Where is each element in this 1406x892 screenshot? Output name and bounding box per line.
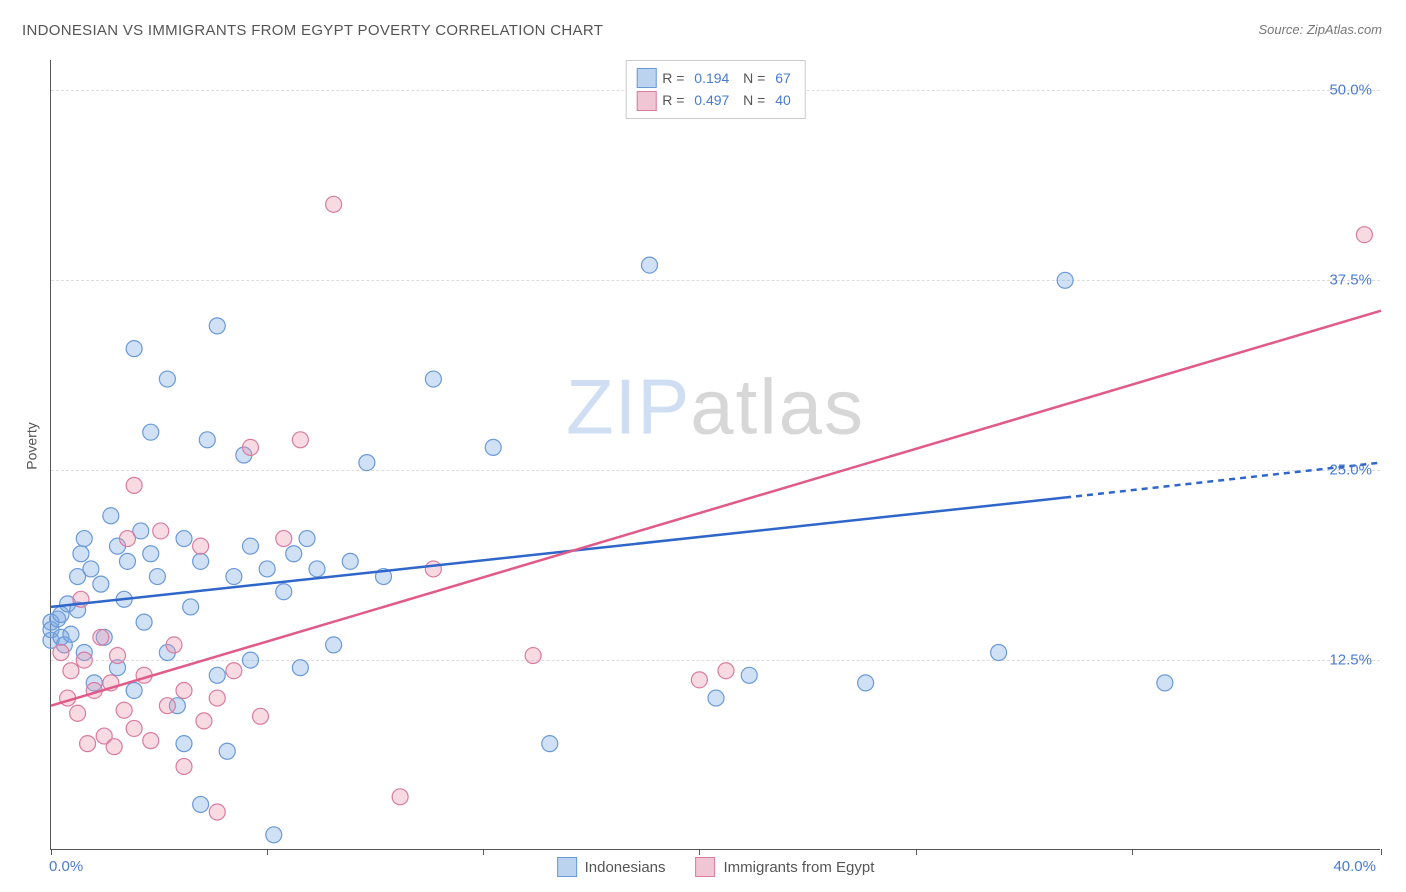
chart-svg bbox=[51, 60, 1380, 849]
n-value-b: 40 bbox=[775, 89, 791, 111]
legend-correlation-box: R = 0.194 N = 67 R = 0.497 N = 40 bbox=[625, 60, 806, 119]
legend-bottom-swatch-a bbox=[557, 857, 577, 877]
r-label-b: R = bbox=[662, 89, 688, 111]
legend-swatch-b bbox=[636, 91, 656, 111]
r-value-b: 0.497 bbox=[694, 89, 729, 111]
ytick-label: 25.0% bbox=[1329, 462, 1372, 479]
xtick-label-first: 0.0% bbox=[49, 858, 83, 875]
n-label-a: N = bbox=[735, 67, 769, 89]
ytick-label: 37.5% bbox=[1329, 272, 1372, 289]
ytick-label: 50.0% bbox=[1329, 82, 1372, 99]
plot-area: ZIPatlas R = 0.194 N = 67 R = 0.497 N = … bbox=[50, 60, 1380, 850]
r-value-a: 0.194 bbox=[694, 67, 729, 89]
n-label-b: N = bbox=[735, 89, 769, 111]
ytick-label: 12.5% bbox=[1329, 652, 1372, 669]
legend-bottom: Indonesians Immigrants from Egypt bbox=[557, 857, 875, 877]
legend-bottom-label-b: Immigrants from Egypt bbox=[724, 859, 875, 876]
legend-swatch-a bbox=[636, 68, 656, 88]
legend-bottom-item-b: Immigrants from Egypt bbox=[696, 857, 875, 877]
legend-row-series-b: R = 0.497 N = 40 bbox=[636, 89, 791, 111]
legend-bottom-swatch-b bbox=[696, 857, 716, 877]
legend-bottom-label-a: Indonesians bbox=[585, 859, 666, 876]
chart-title: INDONESIAN VS IMMIGRANTS FROM EGYPT POVE… bbox=[22, 22, 603, 39]
y-axis-label: Poverty bbox=[24, 422, 40, 469]
n-value-a: 67 bbox=[775, 67, 791, 89]
xtick-label-last: 40.0% bbox=[1333, 858, 1376, 875]
legend-row-series-a: R = 0.194 N = 67 bbox=[636, 67, 791, 89]
source-attribution: Source: ZipAtlas.com bbox=[1258, 22, 1382, 37]
r-label-a: R = bbox=[662, 67, 688, 89]
legend-bottom-item-a: Indonesians bbox=[557, 857, 666, 877]
